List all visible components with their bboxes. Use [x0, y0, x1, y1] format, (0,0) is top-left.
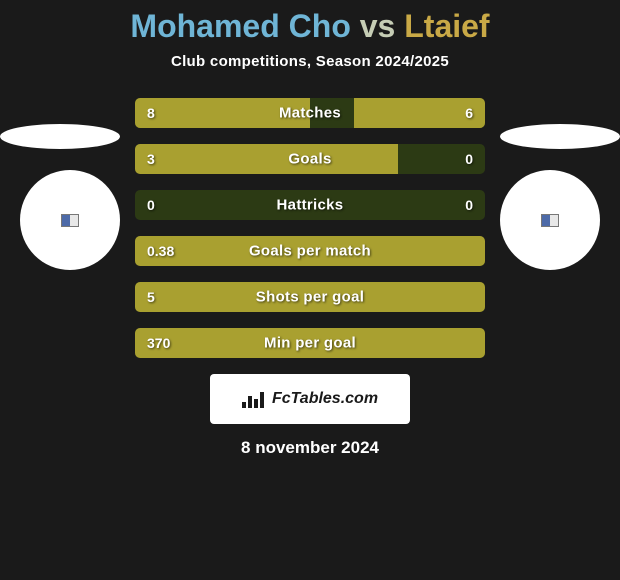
- stat-row: 0.38Goals per match: [135, 236, 485, 266]
- player2-avatar-circle: [500, 170, 600, 270]
- player1-flag-icon: [61, 214, 79, 227]
- comparison-panel: Mohamed Cho vs Ltaief Club competitions,…: [0, 0, 620, 580]
- page-title: Mohamed Cho vs Ltaief: [0, 8, 620, 45]
- player2-flag-icon: [541, 214, 559, 227]
- stat-row: 5Shots per goal: [135, 282, 485, 312]
- player1-top-ellipse: [0, 124, 120, 149]
- stat-label: Matches: [135, 105, 485, 122]
- player2-name: Ltaief: [404, 8, 489, 44]
- stat-row: 30Goals: [135, 144, 485, 174]
- stat-label: Hattricks: [135, 197, 485, 214]
- fctables-logo-icon: [242, 390, 266, 408]
- stat-label: Shots per goal: [135, 289, 485, 306]
- vs-text: vs: [360, 8, 396, 44]
- player1-name: Mohamed Cho: [130, 8, 350, 44]
- player1-avatar-circle: [20, 170, 120, 270]
- stat-row: 86Matches: [135, 98, 485, 128]
- stats-bars: 86Matches 30Goals 00Hattricks 0.38Goals per…: [135, 98, 485, 358]
- subtitle: Club competitions, Season 2024/2025: [0, 53, 620, 70]
- logo-box: FcTables.com: [210, 374, 410, 424]
- logo-text: FcTables.com: [272, 390, 378, 408]
- stat-label: Goals: [135, 151, 485, 168]
- stat-label: Min per goal: [135, 335, 485, 352]
- stat-row: 370Min per goal: [135, 328, 485, 358]
- stat-label: Goals per match: [135, 243, 485, 260]
- date-text: 8 november 2024: [0, 438, 620, 458]
- stat-row: 00Hattricks: [135, 190, 485, 220]
- player2-top-ellipse: [500, 124, 620, 149]
